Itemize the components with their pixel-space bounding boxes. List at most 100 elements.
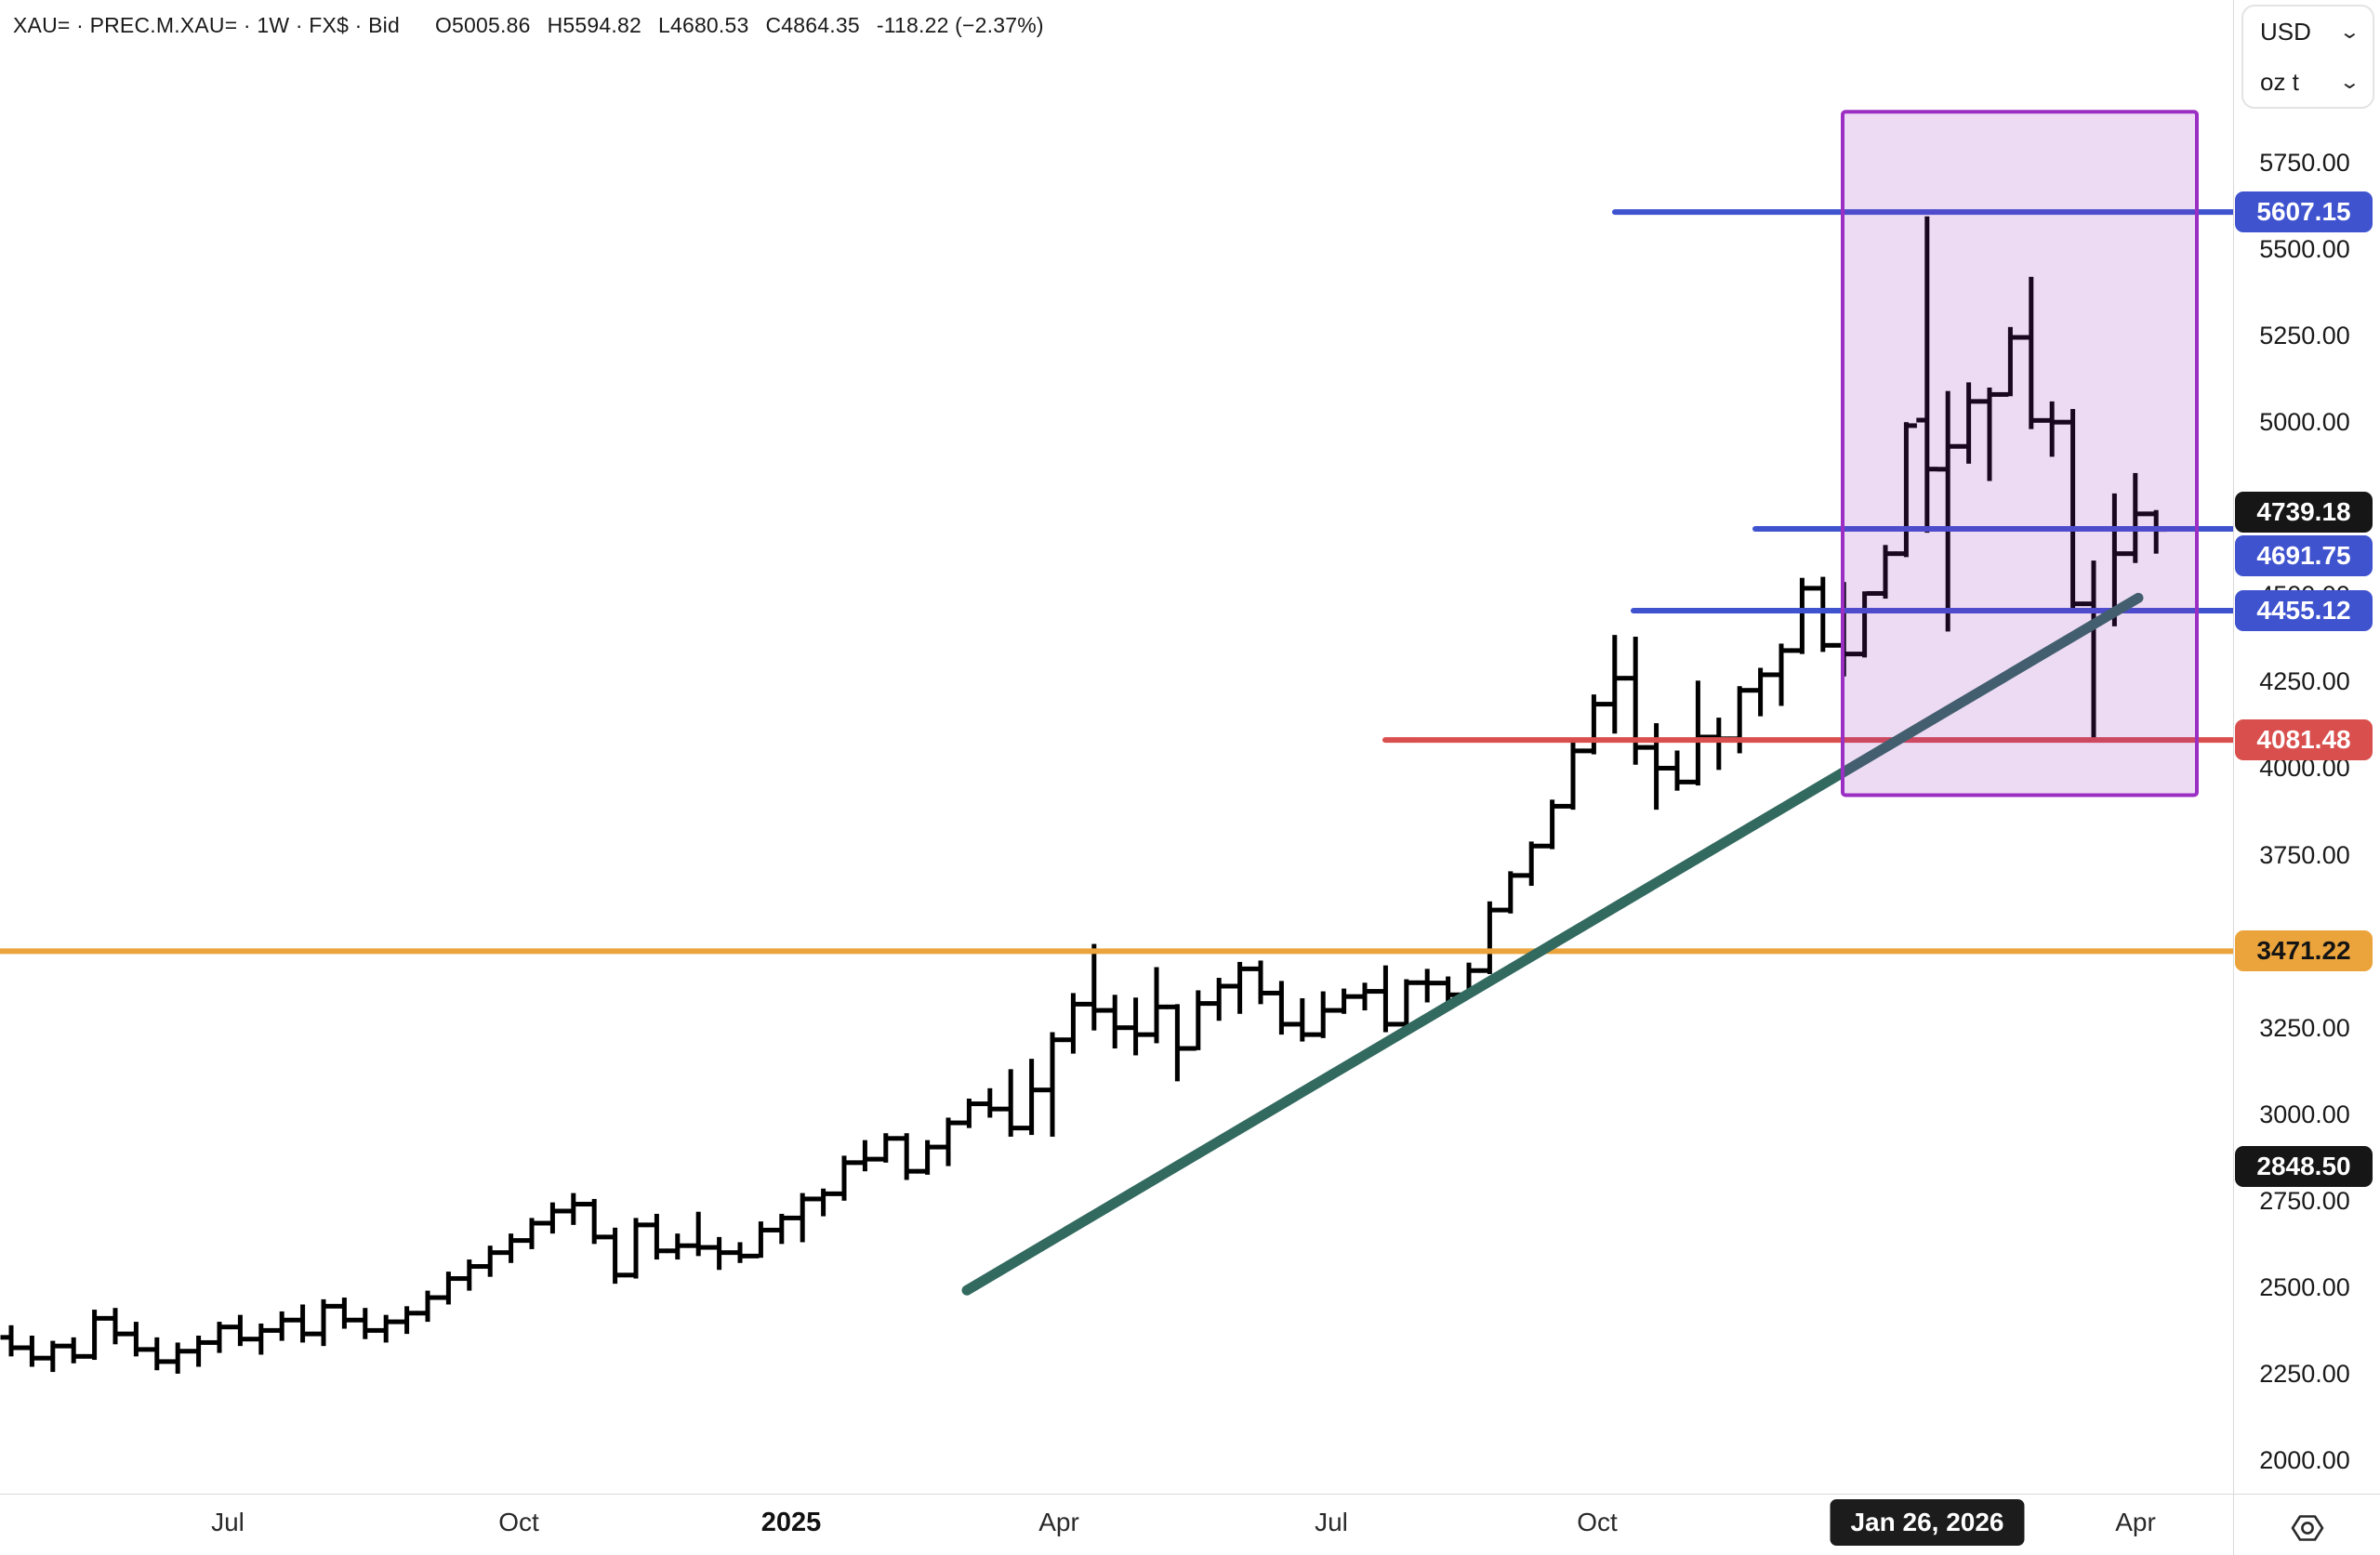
ohlc-segment: O5005.86 — [434, 12, 531, 37]
time-tick-label: Oct — [498, 1508, 539, 1536]
ohlc-bar — [1437, 976, 1460, 1011]
price-line-badge-4081[interactable]: 4081.48 — [2235, 719, 2373, 761]
ohlc-bar — [84, 1310, 106, 1361]
time-tick-label: Oct — [1577, 1508, 1618, 1536]
ohlc-bar — [354, 1308, 377, 1339]
chart-canvas[interactable] — [0, 0, 2233, 1494]
price-tick-label: 2000.00 — [2259, 1446, 2350, 1474]
ohlc-bar — [521, 1218, 543, 1249]
ohlc-bar — [125, 1322, 147, 1357]
ohlc-bar — [1166, 1004, 1188, 1082]
price-tick-label: 3000.00 — [2259, 1100, 2350, 1128]
hexagon-eye-icon[interactable] — [2289, 1509, 2326, 1547]
price-tick-label: 4250.00 — [2259, 667, 2350, 696]
price-tick-label: 5500.00 — [2259, 235, 2350, 264]
uptrend-line[interactable] — [961, 592, 2144, 1296]
ohlc-bar — [271, 1311, 293, 1341]
ohlc-bar — [458, 1259, 481, 1291]
ohlc-bar — [1646, 723, 1668, 810]
ohlc-bar — [229, 1314, 251, 1347]
ohlc-segment: C4864.35 — [765, 12, 860, 37]
ohlc-readout: O5005.86 H5594.82 L4680.53 C4864.35 -118.22 … — [435, 13, 1061, 38]
ohlc-bar — [1541, 799, 1564, 850]
price-line-badge-3471[interactable]: 3471.22 — [2235, 930, 2373, 972]
crosshair-price-badge: 2848.50 — [2235, 1146, 2373, 1188]
ohlc-bar — [1478, 901, 1501, 974]
ohlc-bar — [833, 1155, 855, 1201]
ohlc-bar — [1083, 943, 1105, 1031]
price-tick-label: 3250.00 — [2259, 1013, 2350, 1042]
price-axis-border — [2233, 0, 2234, 1494]
unit-select[interactable]: oz t ⌄ — [2243, 59, 2373, 105]
ohlc-bar — [1270, 981, 1292, 1035]
ohlc-bar — [645, 1213, 668, 1260]
price-line-badge-4691[interactable]: 4691.75 — [2235, 535, 2373, 576]
ohlc-bar — [1562, 742, 1584, 810]
currency-label: USD — [2260, 17, 2311, 46]
ohlc-bar — [166, 1342, 189, 1374]
price-tick-label: 2750.00 — [2259, 1186, 2350, 1215]
unit-panel: USD ⌄ oz t ⌄ — [2241, 5, 2374, 109]
ohlc-bar — [146, 1337, 168, 1371]
instrument-symbol[interactable]: XAU= · PREC.M.XAU= · 1W · FX$ · Bid — [13, 12, 400, 37]
ohlc-bar — [1374, 965, 1396, 1033]
time-tick-label: Apr — [2115, 1508, 2156, 1536]
ohlc-bar — [937, 1117, 959, 1166]
price-tick-label: 2500.00 — [2259, 1272, 2350, 1301]
ohlc-bar — [895, 1133, 918, 1180]
ohlc-segment: H5594.82 — [547, 12, 641, 37]
price-tick-label: 5000.00 — [2259, 408, 2350, 437]
chevron-down-icon: ⌄ — [2338, 21, 2361, 43]
ohlc-bar — [979, 1087, 1001, 1118]
ohlc-bar — [667, 1233, 689, 1260]
currency-select[interactable]: USD ⌄ — [2243, 8, 2373, 55]
ohlc-bar — [1770, 643, 1792, 706]
last-price-badge: 4739.18 — [2235, 492, 2373, 534]
ohlc-bar — [396, 1306, 418, 1335]
ohlc-bar — [0, 1324, 22, 1357]
ohlc-bar — [1021, 1059, 1043, 1136]
ohlc-bar — [1708, 718, 1730, 771]
ohlc-bar — [1582, 694, 1605, 755]
chevron-down-icon: ⌄ — [2338, 72, 2361, 93]
ohlc-bar — [958, 1098, 980, 1128]
ohlc-bar — [2124, 472, 2147, 563]
ohlc-bar — [1250, 960, 1272, 1005]
ohlc-bar — [188, 1335, 210, 1367]
highlight-box[interactable] — [1841, 110, 2199, 797]
ohlc-bar — [437, 1272, 459, 1305]
ohlc-bar — [771, 1213, 793, 1245]
ohlc-bar — [375, 1314, 397, 1343]
ohlc-bar — [1208, 978, 1230, 1021]
price-tick-label: 3750.00 — [2259, 840, 2350, 869]
ohlc-bar — [1624, 637, 1646, 765]
price-line-badge-4455[interactable]: 4455.12 — [2235, 590, 2373, 632]
ohlc-bar — [292, 1304, 314, 1343]
time-tick-label: Jul — [211, 1508, 245, 1536]
ohlc-bar — [1333, 988, 1355, 1014]
ohlc-bar — [1125, 997, 1147, 1056]
price-line-badge-5607[interactable]: 5607.15 — [2235, 191, 2373, 233]
ohlc-segment: L4680.53 — [657, 12, 749, 37]
ohlc-bar — [416, 1290, 439, 1323]
ohlc-bars — [0, 216, 2167, 1374]
ohlc-bar — [1895, 422, 1917, 558]
instrument-legend[interactable]: XAU= · PREC.M.XAU= · 1W · FX$ · Bid O500… — [13, 11, 1061, 39]
ohlc-bar — [1187, 990, 1210, 1051]
ohlc-bar — [813, 1188, 835, 1217]
ohlc-bar — [1686, 680, 1709, 786]
ohlc-bar — [1041, 1032, 1064, 1137]
unit-label: oz t — [2260, 67, 2299, 96]
ohlc-bar — [1978, 387, 2001, 481]
ohlc-bar — [791, 1193, 813, 1243]
ohlc-bar — [917, 1140, 939, 1175]
ohlc-bar — [1812, 576, 1834, 652]
ohlc-bar — [208, 1322, 231, 1353]
ohlc-bar — [1062, 993, 1084, 1054]
ohlc-bar — [1854, 590, 1876, 658]
ohlc-bar — [62, 1337, 85, 1364]
ohlc-bar — [875, 1133, 897, 1163]
ohlc-bar — [42, 1340, 64, 1373]
ohlc-bar — [20, 1335, 43, 1367]
